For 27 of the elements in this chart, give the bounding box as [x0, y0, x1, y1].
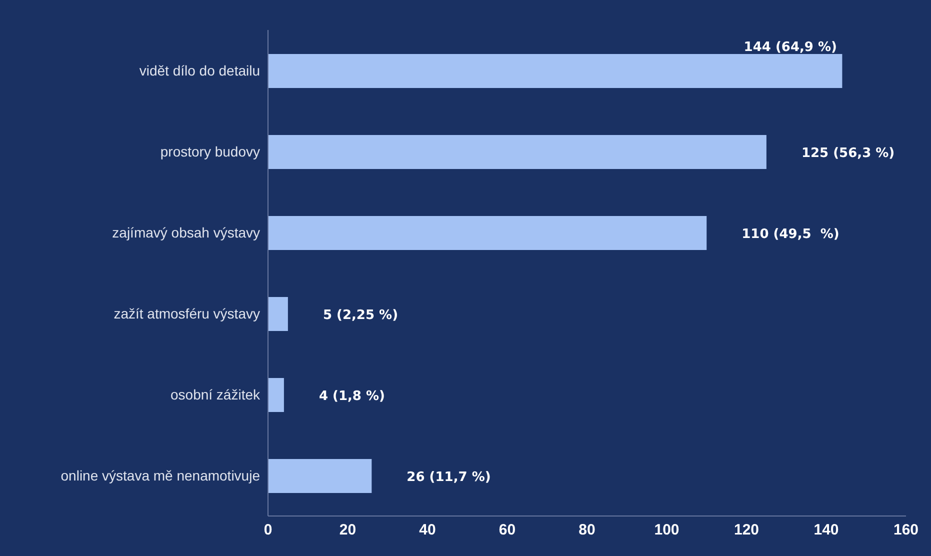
y-tick-label: osobní zážitek [170, 386, 261, 402]
data-label: 110 (49,5 %) [742, 227, 840, 242]
data-label: 4 (1,8 %) [318, 389, 385, 404]
y-tick-label: prostory budovy [160, 143, 260, 160]
x-tick-label: 0 [264, 522, 272, 539]
data-label: 5 (2,25 %) [322, 308, 398, 323]
bar [268, 459, 372, 493]
data-label: 144 (64,9 %) [744, 40, 837, 55]
bar [268, 135, 766, 169]
x-tick-label: 100 [654, 522, 680, 539]
bar [268, 297, 288, 331]
y-tick-label: vidět dílo do detailu [139, 62, 260, 78]
bar [268, 216, 707, 250]
x-tick-label: 160 [893, 522, 919, 539]
y-tick-label: zajímavý obsah výstavy [112, 224, 260, 240]
bar [268, 378, 284, 412]
y-tick-label: zažít atmosféru výstavy [114, 305, 260, 322]
y-tick-label: online výstava mě nenamotivuje [60, 467, 260, 484]
data-label: 26 (11,7 %) [406, 470, 491, 485]
x-tick-label: 20 [339, 522, 356, 539]
x-tick-label: 140 [814, 522, 839, 539]
x-tick-label: 80 [578, 522, 596, 539]
data-label: 125 (56,3 %) [801, 146, 895, 161]
x-tick-label: 120 [734, 522, 760, 539]
x-tick-label: 40 [419, 522, 436, 539]
x-tick-label: 60 [498, 522, 516, 539]
bar [268, 54, 842, 88]
